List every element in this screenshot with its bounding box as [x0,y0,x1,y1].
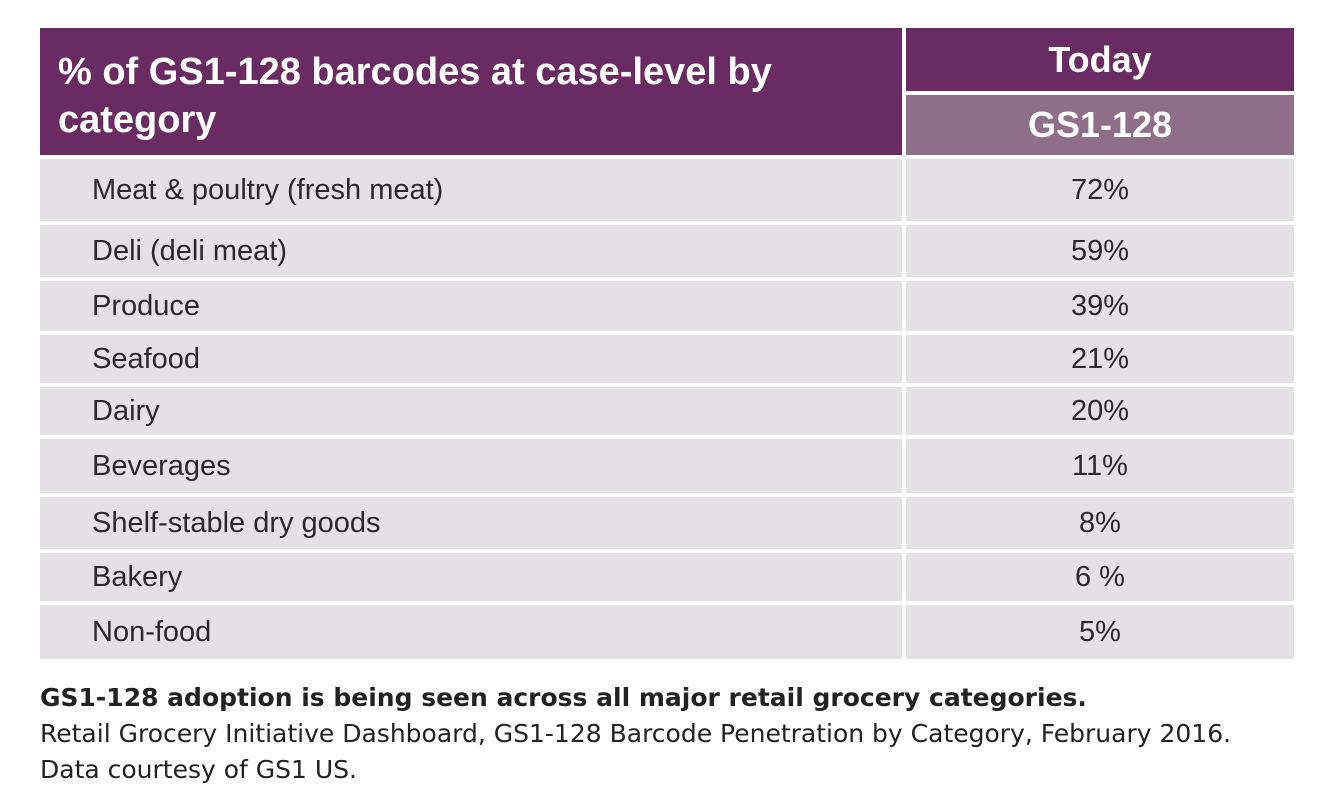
column-header-today: Today [906,28,1294,91]
caption-credit: Data courtesy of GS1 US. [40,755,358,784]
table-title: % of GS1-128 barcodes at case-level by c… [40,28,902,155]
value-label: 59% [906,225,1294,277]
category-label: Beverages [40,439,902,493]
value-label: 8% [906,497,1294,549]
penetration-table: % of GS1-128 barcodes at case-level by c… [40,28,1294,659]
category-label: Deli (deli meat) [40,225,902,277]
value-label: 5% [906,605,1294,659]
category-label: Produce [40,281,902,331]
caption-headline: GS1-128 adoption is being seen across al… [40,683,1087,712]
value-label: 6 % [906,553,1294,601]
value-label: 11% [906,439,1294,493]
category-label: Bakery [40,553,902,601]
table-row: Produce 39% [40,281,1294,331]
category-label: Non-food [40,605,902,659]
category-label: Meat & poultry (fresh meat) [40,159,902,221]
table-row: Dairy 20% [40,387,1294,435]
table-row: Deli (deli meat) 59% [40,225,1294,277]
category-label: Seafood [40,335,902,383]
value-label: 39% [906,281,1294,331]
value-label: 21% [906,335,1294,383]
table-body: Meat & poultry (fresh meat) 72% Deli (deli… [40,159,1294,659]
value-label: 20% [906,387,1294,435]
table-row: Beverages 11% [40,439,1294,493]
table-row: Seafood 21% [40,335,1294,383]
column-header-gs1-128: GS1-128 [906,95,1294,155]
category-label: Dairy [40,387,902,435]
table-row: Shelf-stable dry goods 8% [40,497,1294,549]
category-label: Shelf-stable dry goods [40,497,902,549]
value-label: 72% [906,159,1294,221]
table-header: % of GS1-128 barcodes at case-level by c… [40,28,1294,155]
table-row: Meat & poultry (fresh meat) 72% [40,159,1294,221]
table-row: Bakery 6 % [40,553,1294,601]
caption: GS1-128 adoption is being seen across al… [40,680,1320,788]
table-row: Non-food 5% [40,605,1294,659]
caption-source: Retail Grocery Initiative Dashboard, GS1… [40,719,1232,748]
